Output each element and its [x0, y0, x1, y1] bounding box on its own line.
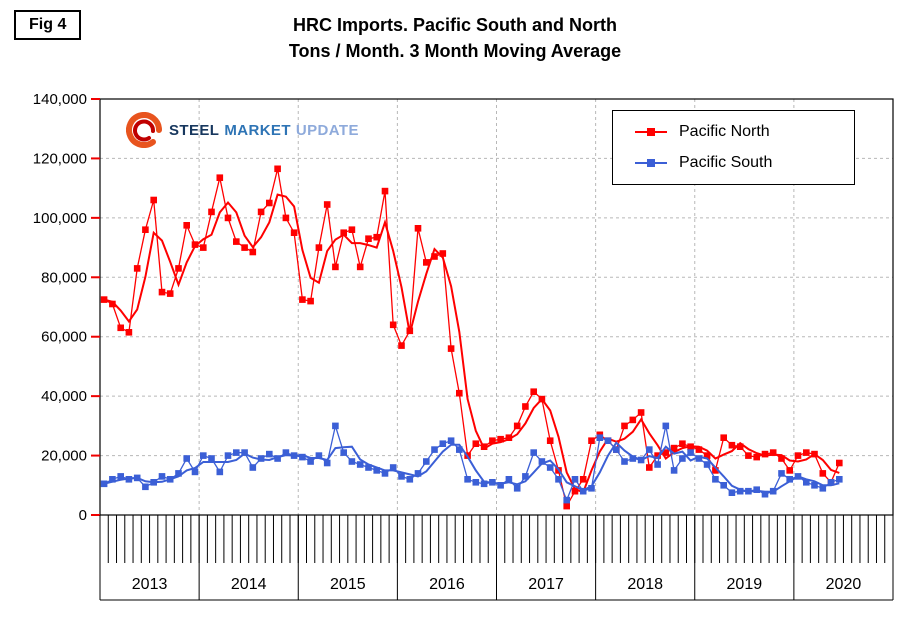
svg-text:2019: 2019 — [727, 576, 763, 593]
logo-update: UPDATE — [295, 121, 359, 139]
legend-label-pacific-north: Pacific North — [679, 123, 770, 141]
y-axis: 0 20,000 40,000 60,000 80,000 100,000 120,000 1… — [33, 91, 100, 524]
chart-title: HRC Imports. Pacific South and North Ton… — [0, 12, 910, 64]
logo-market: MARKET — [224, 121, 291, 139]
svg-text:2014: 2014 — [231, 576, 267, 593]
svg-text:140,000: 140,000 — [33, 91, 87, 108]
svg-text:2018: 2018 — [627, 576, 663, 593]
smu-logo-swoosh-icon — [126, 112, 162, 148]
svg-text:0: 0 — [79, 507, 87, 524]
svg-text:80,000: 80,000 — [41, 269, 87, 286]
svg-text:40,000: 40,000 — [41, 388, 87, 405]
svg-text:2016: 2016 — [429, 576, 465, 593]
logo-steel: STEEL — [169, 121, 220, 139]
chart-title-line2: Tons / Month. 3 Month Moving Average — [288, 41, 622, 61]
fig-label: Fig 4 — [14, 10, 82, 40]
pacific-north-moving-average-line — [103, 193, 840, 494]
svg-text:2017: 2017 — [528, 576, 564, 593]
legend-marker-pacific-north — [635, 128, 667, 137]
legend-marker-pacific-south — [635, 158, 667, 167]
svg-text:2013: 2013 — [132, 576, 168, 593]
svg-text:100,000: 100,000 — [33, 210, 87, 227]
svg-text:120,000: 120,000 — [33, 150, 87, 167]
x-axis: 2013 2014 2015 2016 2017 2018 2019 2020 — [99, 515, 894, 601]
svg-text:60,000: 60,000 — [41, 329, 87, 346]
smu-logo-text: STEEL MARKET UPDATE — [169, 122, 359, 139]
legend-item: Pacific South — [635, 154, 854, 172]
chart-legend: Pacific North Pacific South — [612, 110, 855, 185]
pacific-south-moving-average-line — [103, 441, 840, 493]
legend-label-pacific-south: Pacific South — [679, 153, 773, 171]
svg-text:20,000: 20,000 — [41, 448, 87, 465]
svg-text:2015: 2015 — [330, 576, 366, 593]
series-pacific-north — [100, 165, 843, 510]
pacific-north-monthly-line — [103, 168, 840, 508]
legend-item: Pacific North — [635, 123, 854, 141]
chart-title-line1: HRC Imports. Pacific South and North — [292, 15, 618, 35]
svg-text:2020: 2020 — [826, 576, 862, 593]
smu-logo: STEEL MARKET UPDATE — [126, 112, 359, 148]
series-pacific-south — [100, 422, 843, 504]
